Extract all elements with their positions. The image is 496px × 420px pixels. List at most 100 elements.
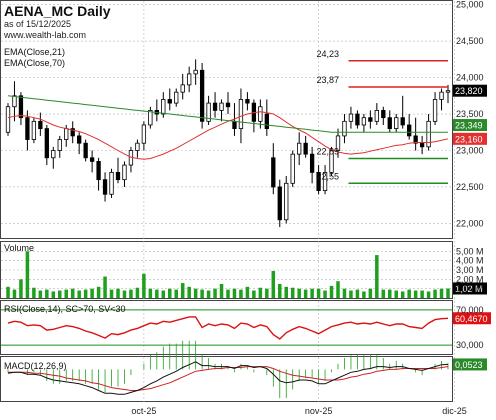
volume-badge [453, 282, 487, 295]
volume-bar [161, 290, 166, 298]
candle-body [174, 91, 179, 104]
price-tick-label: 22,000 [456, 218, 484, 228]
candle-body [309, 153, 315, 173]
rsi-badge [453, 312, 491, 325]
volume-bar [297, 288, 301, 298]
candle-body [109, 171, 114, 195]
volume-bar [420, 290, 424, 298]
volume-bar [174, 289, 178, 298]
candle-body [374, 109, 379, 122]
volume-bar [168, 288, 172, 298]
volume-bar [19, 279, 23, 298]
candle-body [394, 117, 399, 130]
candle-body [297, 142, 302, 155]
candle-body [77, 135, 82, 144]
candle-body [141, 124, 147, 144]
macd-badge-label: 0,0523 [455, 360, 483, 370]
volume-bar [187, 286, 191, 298]
volume-bar [155, 289, 159, 298]
candle-body [413, 135, 418, 144]
volume-bar [25, 251, 30, 298]
volume-bar [213, 288, 217, 298]
rsi-tick-label: 70,000 [456, 305, 484, 315]
volume-tick-label: 2,00 M [456, 274, 484, 284]
volume-bar [96, 286, 101, 298]
volume-bar [310, 288, 314, 298]
volume-bar [135, 287, 140, 298]
price-badge-label: 23,349 [455, 121, 483, 131]
candle-body [445, 90, 451, 93]
volume-bar [381, 289, 386, 298]
candle-body [419, 142, 425, 148]
support-resistance-levels: 24,23 23,87 22,89 22,55 23,820 23,349 23,160 [316, 49, 487, 185]
x-tick-label: nov-25 [305, 406, 333, 416]
volume-bar [12, 289, 17, 298]
candle-body [219, 102, 224, 111]
volume-bar [278, 284, 282, 298]
volume-bars: 1,02 M [6, 251, 487, 298]
candle-body [96, 161, 101, 181]
volume-bar [83, 289, 88, 298]
volume-bar [6, 286, 10, 298]
macd-title: MACD(12,26,9) [4, 361, 67, 371]
candle-body [400, 117, 405, 126]
candle-body [51, 150, 56, 159]
candle-body [426, 120, 431, 148]
candle-body [12, 95, 17, 108]
volume-bar [77, 290, 81, 298]
grid-lines [1, 1, 455, 402]
price-candles [5, 59, 451, 228]
candle-body [25, 117, 30, 140]
volume-panel-frame [0, 241, 453, 299]
candle-body [122, 164, 127, 181]
candle-body [329, 150, 334, 173]
volume-bar [355, 289, 360, 298]
price-tick-label: 24,500 [456, 36, 484, 46]
site-name: www.wealth-lab.com [3, 30, 86, 40]
candle-body [355, 113, 360, 126]
resistance-label: 24,23 [316, 49, 339, 59]
candle-body [115, 171, 121, 181]
candle-body [212, 102, 218, 111]
volume-bar [64, 289, 68, 298]
price-badge-label: 23,160 [455, 134, 483, 144]
price-panel-frame [0, 0, 453, 239]
volume-bar [316, 288, 321, 298]
candle-body [432, 99, 438, 122]
volume-bar [284, 286, 288, 298]
volume-bar [200, 289, 204, 298]
candle-body [38, 120, 43, 130]
volume-badge-label: 1,02 M [455, 284, 483, 294]
volume-bar [109, 289, 114, 298]
volume-bar [193, 288, 198, 298]
volume-bar [413, 290, 418, 298]
candle-body [187, 73, 192, 86]
price-tick-label: 23,500 [456, 109, 484, 119]
candle-body [335, 135, 341, 151]
volume-bar [122, 290, 127, 298]
price-badge [453, 132, 487, 145]
candle-body [89, 157, 95, 162]
candle-body [225, 102, 231, 108]
candle-body [387, 117, 392, 130]
volume-title: Volume [4, 243, 34, 253]
rsi-tick-label: 30,000 [456, 340, 484, 350]
volume-bar [239, 289, 243, 298]
volume-bar [336, 281, 340, 298]
legend-ema70: EMA(Close,70) [4, 58, 65, 68]
price-tick-label: 25,000 [456, 0, 484, 10]
volume-bar [38, 290, 43, 298]
candle-body [31, 120, 37, 140]
volume-bar [394, 290, 398, 298]
resistance-label: 23,87 [316, 75, 339, 85]
candle-body [361, 117, 367, 126]
volume-bar [116, 288, 120, 298]
candle-body [70, 128, 75, 137]
volume-bar [252, 290, 256, 298]
volume-bar [407, 289, 411, 298]
candle-body [180, 84, 185, 93]
candle-body [5, 106, 11, 133]
volume-bar [232, 288, 237, 298]
rsi-panel-frame [0, 300, 453, 355]
